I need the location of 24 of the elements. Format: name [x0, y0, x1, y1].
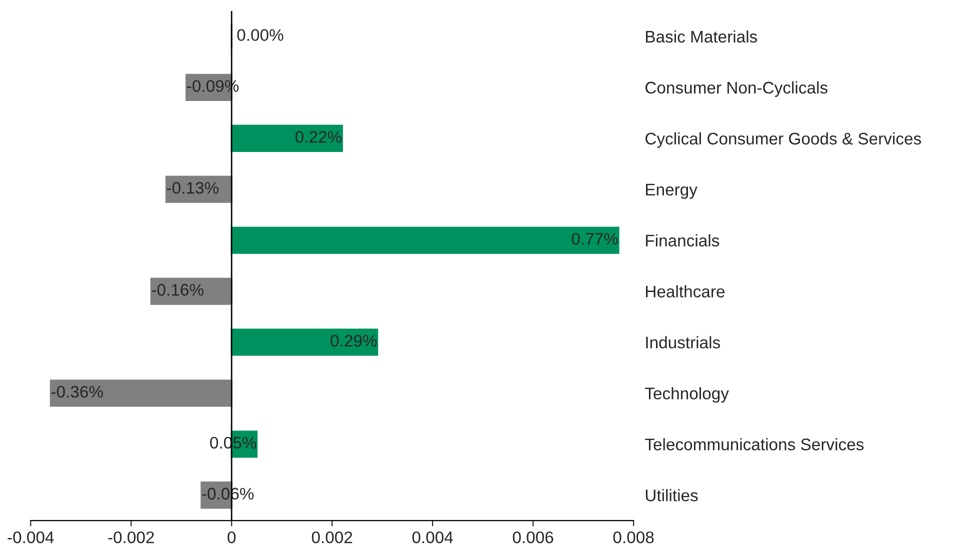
- data-label: -0.36%: [51, 386, 103, 398]
- x-tick-label: 0.008: [613, 531, 654, 544]
- y-tick-label: Consumer Non-Cyclicals: [645, 81, 828, 97]
- x-tick-label: -0.004: [8, 531, 54, 544]
- x-tick-label: 0.004: [412, 531, 453, 544]
- y-tick-label: Industrials: [646, 336, 720, 348]
- data-label: 0.29%: [330, 334, 377, 347]
- y-tick-label: Utilities: [646, 489, 698, 502]
- y-tick-label: Basic Materials: [646, 30, 758, 43]
- y-tick-label: Energy: [646, 184, 698, 199]
- y-tick-label: Financials: [646, 234, 720, 246]
- x-tick-label: -0.002: [108, 531, 154, 544]
- y-tick-label: Telecommunications Services: [645, 438, 864, 450]
- data-label: 0.77%: [572, 232, 618, 245]
- x-tick-label: 0.006: [512, 531, 554, 544]
- x-tick-label: 0.002: [312, 531, 352, 544]
- data-label: 0.00%: [237, 29, 284, 41]
- y-tick-label: Healthcare: [646, 285, 725, 298]
- data-label: 0.22%: [296, 131, 342, 143]
- x-tick-label: 0: [228, 531, 236, 544]
- data-label: -0.16%: [152, 284, 204, 296]
- y-tick-label: Cyclical Consumer Goods & Services: [645, 132, 921, 148]
- y-tick-label: Technology: [645, 387, 729, 403]
- data-label: -0.13%: [167, 182, 218, 194]
